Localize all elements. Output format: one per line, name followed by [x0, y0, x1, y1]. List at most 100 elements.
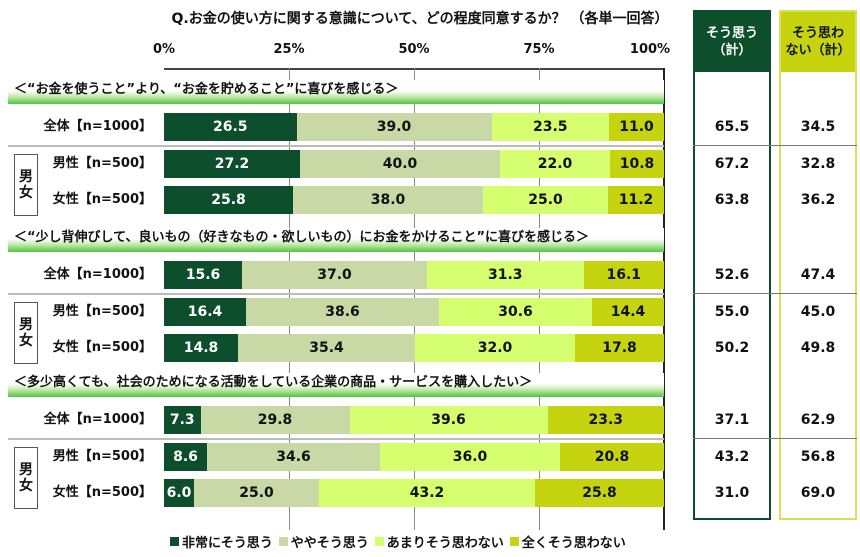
bar-segment-somewhat-agree: 38.0: [293, 186, 483, 214]
bar-segment-strongly-disagree: 20.8: [560, 443, 664, 471]
disagree-total-value: 47.4: [800, 267, 836, 283]
agree-total-value: 67.2: [714, 156, 750, 172]
axis-tick-75: 75%: [523, 42, 555, 57]
legend-swatch: [509, 537, 519, 546]
row-label: 全体【n=1000】: [43, 119, 152, 134]
row-label: 全体【n=1000】: [43, 267, 152, 282]
summary-separator: [693, 438, 857, 439]
bar-segment-somewhat-disagree: 39.6: [349, 406, 548, 434]
bar-segment-strongly-disagree: 25.8: [535, 479, 664, 507]
bar-segment-somewhat-agree: 35.4: [238, 334, 415, 362]
bar-segment-strongly-agree: 6.0: [164, 479, 194, 507]
section-header: ＜多少高くても、社会のためになる活動をしている企業の商品・サービスを購入したい＞: [8, 373, 664, 397]
row-label: 女性【n=500】: [52, 192, 152, 207]
gender-group-label: 男 女: [14, 302, 38, 364]
summary-separator: [693, 145, 857, 146]
bar-segment-strongly-agree: 8.6: [164, 443, 207, 471]
row-label: 女性【n=500】: [52, 485, 152, 500]
stacked-bar: 14.8 35.4 32.0 17.8: [164, 334, 664, 362]
row-separator: [8, 145, 664, 147]
legend-item-strongly-agree: 非常にそう思う: [170, 532, 273, 551]
bar-segment-somewhat-disagree: 36.0: [380, 443, 560, 471]
disagree-total-value: 36.2: [800, 192, 836, 208]
stacked-bar: 25.8 38.0 25.0 11.2: [164, 186, 664, 214]
row-label: 男性【n=500】: [52, 156, 152, 171]
disagree-total-value: 56.8: [800, 449, 836, 465]
agree-total-value: 50.2: [714, 340, 750, 356]
agree-total-header: そう思う （計）: [695, 12, 769, 72]
stacked-bar: 27.2 40.0 22.0 10.8: [164, 150, 664, 178]
row-separator: [8, 293, 664, 295]
stacked-bar: 15.6 37.0 31.3 16.1: [164, 261, 664, 289]
agree-total-value: 63.8: [714, 192, 750, 208]
bar-segment-somewhat-agree: 38.6: [246, 298, 439, 326]
bar-segment-strongly-disagree: 11.0: [609, 113, 664, 141]
bar-segment-somewhat-agree: 37.0: [242, 261, 427, 289]
disagree-total-header: そう思わ ない（計）: [781, 12, 855, 72]
agree-total-value: 65.5: [714, 119, 750, 135]
legend-swatch: [170, 537, 179, 546]
section-header: ＜“お金を使うこと”より、“お金を貯めること”に喜びを感じる＞: [8, 80, 664, 104]
axis-right-edge: [663, 68, 665, 530]
row-label: 男性【n=500】: [52, 304, 152, 319]
gender-group-label: 男 女: [14, 154, 38, 216]
bar-segment-somewhat-agree: 39.0: [296, 113, 492, 141]
gender-group-label: 男 女: [14, 447, 38, 509]
disagree-total-column: そう思わ ない（計）: [779, 10, 857, 520]
row-label: 全体【n=1000】: [43, 412, 152, 427]
bar-segment-somewhat-agree: 40.0: [300, 150, 500, 178]
agree-total-value: 52.6: [714, 267, 750, 283]
agree-total-value: 55.0: [714, 304, 750, 320]
row-label: 女性【n=500】: [52, 340, 152, 355]
stacked-bar: 16.4 38.6 30.6 14.4: [164, 298, 664, 326]
bar-segment-somewhat-agree: 25.0: [194, 479, 319, 507]
legend-swatch: [374, 537, 384, 546]
bar-segment-strongly-disagree: 14.4: [592, 298, 664, 326]
disagree-total-value: 32.8: [800, 156, 836, 172]
bar-segment-somewhat-disagree: 31.3: [427, 261, 584, 289]
bar-segment-somewhat-agree: 34.6: [207, 443, 380, 471]
agree-total-value: 43.2: [714, 449, 750, 465]
row-separator: [8, 438, 664, 440]
axis-tick-0: 0%: [152, 42, 176, 57]
bar-segment-strongly-disagree: 10.8: [610, 150, 664, 178]
row-label: 男性【n=500】: [52, 449, 152, 464]
disagree-total-value: 62.9: [800, 412, 836, 428]
legend-swatch: [278, 537, 288, 546]
bar-segment-strongly-agree: 16.4: [164, 298, 246, 326]
bar-segment-strongly-disagree: 23.3: [547, 406, 664, 434]
axis-tick-25: 25%: [273, 42, 305, 57]
agree-total-value: 37.1: [714, 412, 750, 428]
bar-segment-strongly-agree: 27.2: [164, 150, 300, 178]
bar-segment-somewhat-disagree: 30.6: [439, 298, 592, 326]
agree-total-column: そう思う （計）: [693, 10, 771, 520]
disagree-total-value: 49.8: [800, 340, 836, 356]
disagree-total-value: 34.5: [800, 119, 836, 135]
axis-tick-50: 50%: [398, 42, 430, 57]
disagree-total-value: 69.0: [800, 485, 836, 501]
bar-segment-strongly-agree: 25.8: [164, 186, 293, 214]
bar-segment-somewhat-disagree: 23.5: [491, 113, 609, 141]
summary-separator: [693, 293, 857, 294]
bar-segment-strongly-disagree: 17.8: [575, 334, 664, 362]
bar-segment-strongly-agree: 26.5: [164, 113, 297, 141]
bar-segment-somewhat-disagree: 22.0: [500, 150, 610, 178]
disagree-total-value: 45.0: [800, 304, 836, 320]
bar-segment-strongly-disagree: 16.1: [583, 261, 664, 289]
agree-total-value: 31.0: [714, 485, 750, 501]
stacked-bar: 6.0 25.0 43.2 25.8: [164, 479, 664, 507]
bar-segment-somewhat-disagree: 43.2: [319, 479, 535, 507]
chart-title: Q.お金の使い方に関する意識について、どの程度同意するか？ （各単一回答）: [171, 11, 669, 27]
section-header: ＜“少し背伸びして、良いもの（好きなもの・欲しいもの）にお金をかけること”に喜び…: [8, 228, 664, 252]
axis-tick-100: 100%: [629, 42, 671, 57]
legend-item-somewhat-agree: ややそう思う: [278, 532, 369, 551]
bar-segment-strongly-disagree: 11.2: [608, 186, 664, 214]
stacked-bar: 8.6 34.6 36.0 20.8: [164, 443, 664, 471]
bar-segment-somewhat-disagree: 32.0: [415, 334, 575, 362]
bar-segment-strongly-agree: 15.6: [164, 261, 242, 289]
bar-segment-somewhat-agree: 29.8: [200, 406, 350, 434]
bar-segment-somewhat-disagree: 25.0: [483, 186, 608, 214]
legend-item-strongly-disagree: 全くそう思わない: [509, 532, 626, 551]
bar-segment-strongly-agree: 7.3: [164, 406, 201, 434]
legend: 非常にそう思う ややそう思う あまりそう思わない 全くそう思わない: [170, 532, 626, 551]
